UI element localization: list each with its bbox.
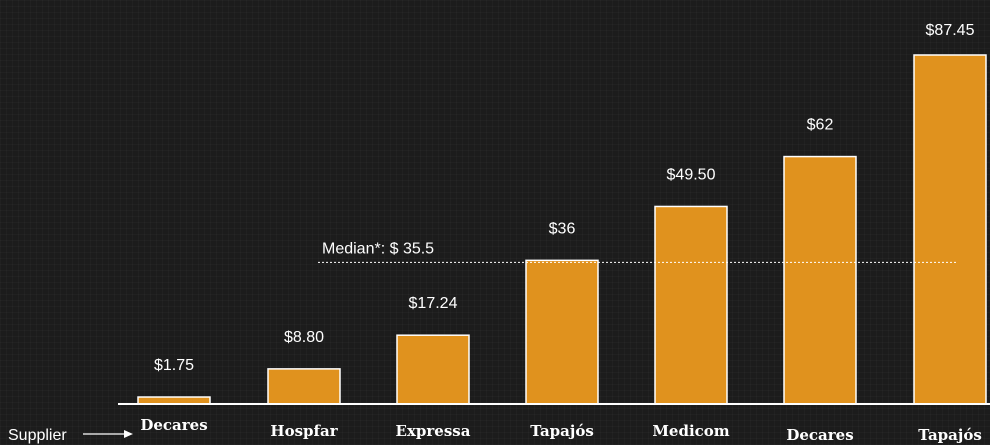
- value-label-7: $87.45: [926, 22, 975, 39]
- category-label-1: Decares: [140, 416, 207, 434]
- bar-1: [137, 396, 211, 405]
- category-label-7: Tapajós: [918, 426, 982, 444]
- value-label-1: $1.75: [154, 357, 194, 374]
- bar-6: [783, 155, 857, 405]
- category-label-5: Medicom: [652, 422, 729, 440]
- bar-4: [525, 259, 599, 405]
- x-axis-arrow-head-icon: [124, 430, 133, 438]
- value-label-2: $8.80: [284, 329, 324, 346]
- value-label-4: $36: [549, 220, 576, 237]
- tick-labels-group: Decares Hospfar Expressa Tapajós Medicom Deca…: [140, 416, 981, 444]
- bar-5: [654, 205, 728, 405]
- x-axis-title: Supplier: [8, 427, 67, 444]
- bar-7: [913, 54, 987, 405]
- value-label-5: $49.50: [667, 166, 716, 183]
- value-label-3: $17.24: [409, 295, 458, 312]
- median-label: Median*: $ 35.5: [322, 240, 434, 257]
- category-label-6: Decares: [786, 426, 853, 444]
- category-label-3: Expressa: [396, 422, 471, 440]
- bar-2: [267, 368, 341, 405]
- category-label-4: Tapajós: [530, 422, 594, 440]
- value-label-6: $62: [807, 117, 834, 134]
- bar-3: [396, 334, 470, 405]
- value-labels-group: $1.75 $8.80 $17.24 $36 $49.50 $62 $87.45: [154, 22, 975, 374]
- category-label-2: Hospfar: [270, 422, 338, 440]
- bars-group: [137, 54, 987, 405]
